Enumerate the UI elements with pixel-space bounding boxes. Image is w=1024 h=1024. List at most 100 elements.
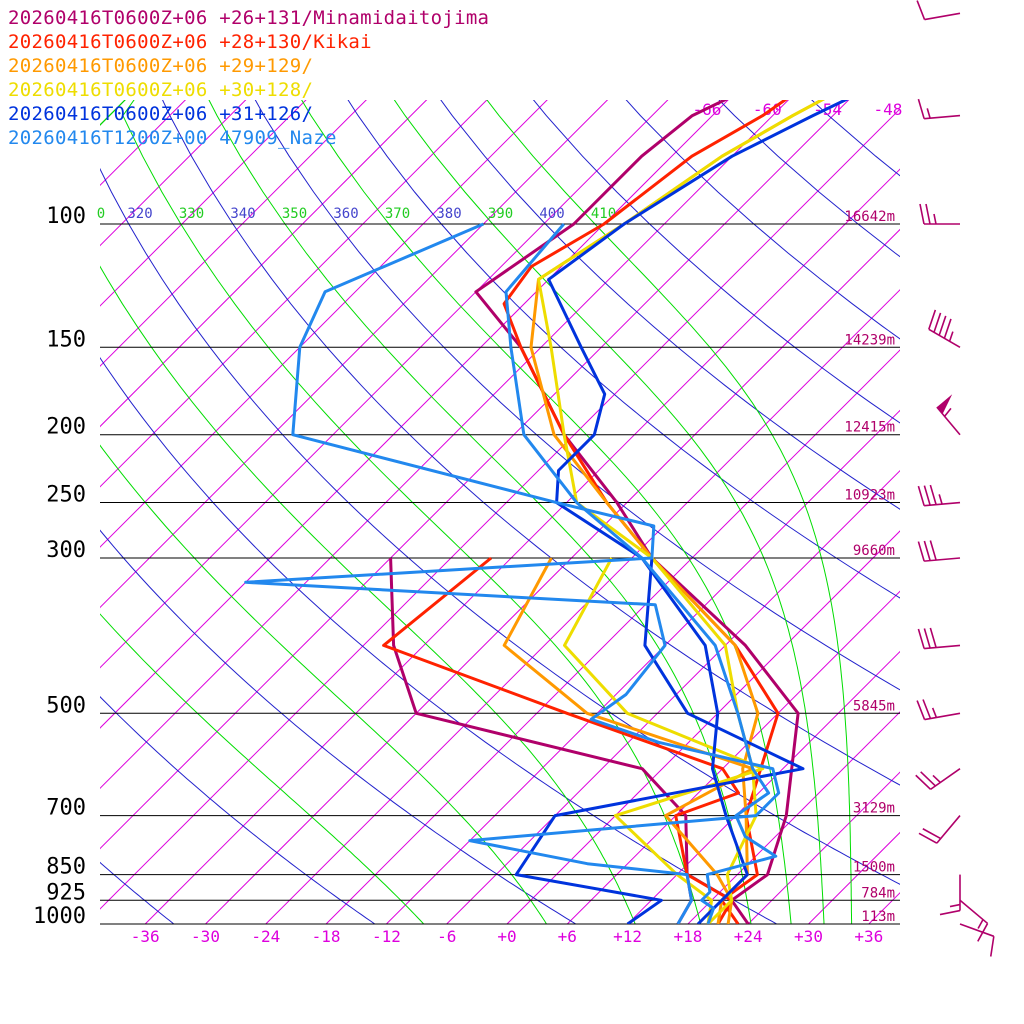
isotherm-line: [100, 100, 548, 548]
legend-item-31-126: 20260416T0600Z+06 +31+126/: [8, 103, 314, 125]
dry-adiabat-line: [254, 100, 900, 691]
isotherm-line: [386, 409, 900, 924]
wind-barb: [916, 0, 961, 21]
temperature-profile: [504, 223, 778, 924]
wind-barb: [928, 309, 961, 348]
legend-item-naze: 20260416T1200Z+00 47909_Naze: [8, 127, 337, 149]
isotherm-line: [100, 100, 669, 669]
temperature-tick-label: +18: [673, 927, 702, 946]
height-label: 5845m: [853, 698, 895, 714]
wind-barb-flag: [923, 540, 931, 561]
isotherm-line: [325, 349, 900, 924]
wind-barb-flag: [943, 318, 952, 339]
temperature-tick-label: +36: [854, 927, 883, 946]
wind-barb: [917, 484, 961, 507]
isotherm-line: [144, 168, 900, 924]
isotherm-line: [100, 100, 609, 609]
legend-item-kikai: 20260416T0600Z+06 +28+130/Kikai: [8, 31, 372, 53]
pressure-label: 700: [46, 796, 86, 821]
pressure-label: 150: [46, 327, 86, 352]
wind-barb: [918, 815, 961, 844]
temperature-tick-label: -18: [312, 927, 341, 946]
theta-label: 0: [97, 206, 105, 222]
legend: 20260416T0600Z+06 +26+131/Minamidaitojim…: [8, 6, 489, 150]
legend-item-30-128: 20260416T0600Z+06 +30+128/: [8, 79, 314, 101]
wind-barb-flag: [917, 485, 925, 506]
isotherm-line: [100, 100, 729, 729]
isotherm-line: [687, 711, 900, 924]
dry-adiabat-line: [100, 861, 175, 924]
wind-barb-half-flag: [932, 774, 941, 784]
wind-barb-flag: [916, 700, 926, 720]
height-label: 1500m: [853, 860, 895, 876]
wind-barb-half-flag: [948, 331, 954, 342]
wind-barb: [916, 699, 961, 721]
isotherm-line: [265, 289, 900, 924]
wind-barb: [915, 768, 961, 791]
wind-barb-half-flag: [931, 707, 938, 718]
wind-barb: [917, 540, 961, 562]
theta-label: 320: [127, 206, 152, 222]
wind-barb-half-flag: [943, 407, 952, 417]
isotherm-line: [100, 100, 488, 488]
dry-adiabat-line: [100, 167, 900, 885]
wind-barb-flag: [917, 541, 925, 562]
isotherm-line: [100, 108, 900, 910]
temperature-tick-label: +0: [497, 927, 516, 946]
wind-barb-flag: [989, 936, 995, 957]
theta-label: 330: [179, 206, 204, 222]
wind-barb-half-flag: [977, 919, 984, 929]
height-label: 10923m: [844, 488, 895, 504]
wind-barb: [959, 923, 995, 957]
pressure-label: 100: [46, 204, 86, 229]
wind-barb-flag: [939, 909, 961, 916]
upper-isotherm-label: -48: [873, 100, 902, 119]
wind-barb-flag: [922, 699, 932, 719]
legend-item-29-129: 20260416T0600Z+06 +29+129/: [8, 55, 314, 77]
wind-barb: [959, 899, 989, 942]
pressure-label: 500: [46, 693, 86, 718]
temperature-tick-label: +30: [794, 927, 823, 946]
axis-labels: 100 16642m 150 14239m 200 12415m 250 10923m 300 9…: [33, 100, 902, 946]
pressure-label: 200: [46, 415, 86, 440]
wind-barb-shaft: [924, 12, 961, 21]
temperature-tick-label: -12: [372, 927, 401, 946]
wind-barb-flag: [920, 771, 936, 787]
isotherm-line: [627, 650, 900, 924]
height-label: 113m: [861, 909, 895, 925]
wind-barb: [917, 627, 961, 650]
wind-barb-flag: [922, 828, 942, 840]
temperature-tick-label: +6: [558, 927, 577, 946]
isotherm-line: [929, 0, 1024, 924]
sounding-profiles: [244, 100, 849, 924]
temperature-profile: [529, 100, 825, 924]
theta-label: 390: [488, 206, 513, 222]
wind-barb-shaft: [924, 712, 961, 721]
wind-barb-half-flag: [933, 213, 937, 225]
wind-barb-half-flag: [938, 494, 943, 505]
wind-barb-flag: [938, 315, 947, 336]
dry-adiabat-line: [347, 100, 900, 599]
height-label: 16642m: [844, 209, 895, 225]
wind-barb-flag: [929, 627, 937, 648]
isotherm-line: [566, 590, 900, 924]
theta-label: 340: [230, 206, 255, 222]
moist-adiabat-line: [100, 100, 636, 924]
temperature-profile: [537, 100, 825, 924]
wind-barb-flag: [915, 774, 932, 790]
height-label: 784m: [861, 885, 895, 901]
wind-barb-half-flag: [949, 903, 961, 908]
dry-adiabat-line: [100, 529, 577, 924]
wind-barbs: [915, 0, 995, 957]
pressure-label: 1000: [33, 904, 86, 929]
pressure-label: 300: [46, 538, 86, 563]
wind-barb-flag: [925, 203, 931, 225]
theta-label: 410: [591, 206, 616, 222]
wind-barb-flag: [923, 485, 931, 506]
temperature-profile: [547, 100, 849, 924]
isotherm-line: [205, 228, 900, 924]
wind-barb-flag: [929, 484, 937, 505]
temperature-tick-label: -30: [191, 927, 220, 946]
theta-label: 360: [333, 206, 358, 222]
